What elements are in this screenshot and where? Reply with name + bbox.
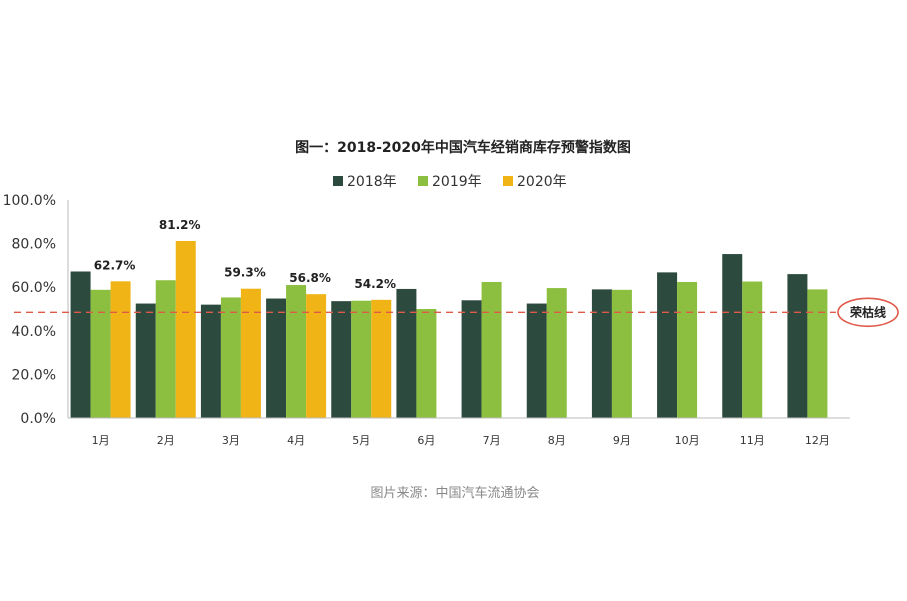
legend-swatch-0: [333, 176, 343, 186]
x-tick-label: 12月: [805, 434, 830, 447]
bar: [110, 281, 131, 418]
x-tick-label: 11月: [740, 434, 765, 447]
legend-label-2: 2020年: [517, 174, 567, 190]
data-label: 56.8%: [289, 271, 331, 285]
data-labels: 62.7% 81.2% 59.3% 56.8% 54.2%: [94, 218, 396, 291]
bar: [175, 240, 196, 418]
bar: [135, 303, 156, 418]
bar: [461, 300, 482, 418]
bar: [200, 304, 221, 418]
y-tick-label: 20.0%: [12, 367, 56, 383]
y-tick-label: 100.0%: [3, 193, 56, 209]
bar: [90, 289, 111, 418]
bar: [677, 281, 698, 418]
bar: [787, 274, 808, 418]
bars: [70, 240, 828, 418]
bar: [657, 272, 678, 418]
x-tick-label: 8月: [548, 434, 566, 447]
legend-swatch-2: [503, 176, 513, 186]
x-tick-label: 2月: [157, 434, 175, 447]
x-tick-label: 5月: [352, 434, 370, 447]
y-tick-label: 80.0%: [12, 237, 56, 253]
x-tick-label: 1月: [92, 434, 110, 447]
reference-label-badge: [837, 297, 899, 328]
bar: [331, 301, 352, 418]
data-label: 62.7%: [94, 258, 136, 272]
x-tick-label: 3月: [222, 434, 240, 447]
bar: [722, 254, 743, 418]
bar: [481, 281, 502, 418]
y-tick-label: 0.0%: [20, 411, 56, 427]
bar: [286, 285, 307, 418]
legend-label-0: 2018年: [347, 174, 397, 190]
bar: [807, 289, 828, 418]
legend-label-1: 2019年: [432, 174, 482, 190]
data-label: 54.2%: [354, 277, 396, 291]
source-note: 图片来源：中国汽车流通协会: [370, 485, 539, 501]
data-label: 59.3%: [224, 266, 266, 280]
x-tick-label: 9月: [613, 434, 631, 447]
chart-title: 图一：2018-2020年中国汽车经销商库存预警指数图: [295, 139, 631, 156]
reference-label: 荣枯线: [849, 304, 886, 319]
bar: [70, 271, 91, 418]
legend-swatch-1: [418, 176, 428, 186]
bar: [416, 309, 437, 418]
reference-line: 荣枯线: [14, 297, 899, 328]
bar: [155, 280, 176, 418]
bar: [240, 288, 261, 418]
bar: [220, 297, 241, 418]
bar: [591, 289, 612, 418]
data-label: 81.2%: [159, 218, 201, 232]
y-axis: 0.0% 20.0% 40.0% 60.0% 80.0% 100.0%: [3, 193, 69, 427]
x-tick-label: 6月: [417, 434, 435, 447]
x-axis: 1月 2月 3月 4月 5月 6月 7月 8月 9月 10月 11月 12月: [68, 417, 850, 447]
bar: [306, 294, 327, 418]
bar: [351, 300, 372, 418]
bar: [546, 288, 567, 418]
bar: [396, 288, 417, 418]
x-tick-label: 4月: [287, 434, 305, 447]
x-tick-label: 7月: [483, 434, 501, 447]
bar: [266, 298, 287, 418]
bar: [742, 281, 763, 418]
bar: [611, 289, 632, 418]
legend: 2018年 2019年 2020年: [333, 174, 567, 190]
y-tick-label: 40.0%: [12, 324, 56, 340]
bar: [526, 303, 547, 418]
bar: [371, 299, 392, 418]
x-tick-label: 10月: [675, 434, 700, 447]
y-tick-label: 60.0%: [12, 280, 56, 296]
